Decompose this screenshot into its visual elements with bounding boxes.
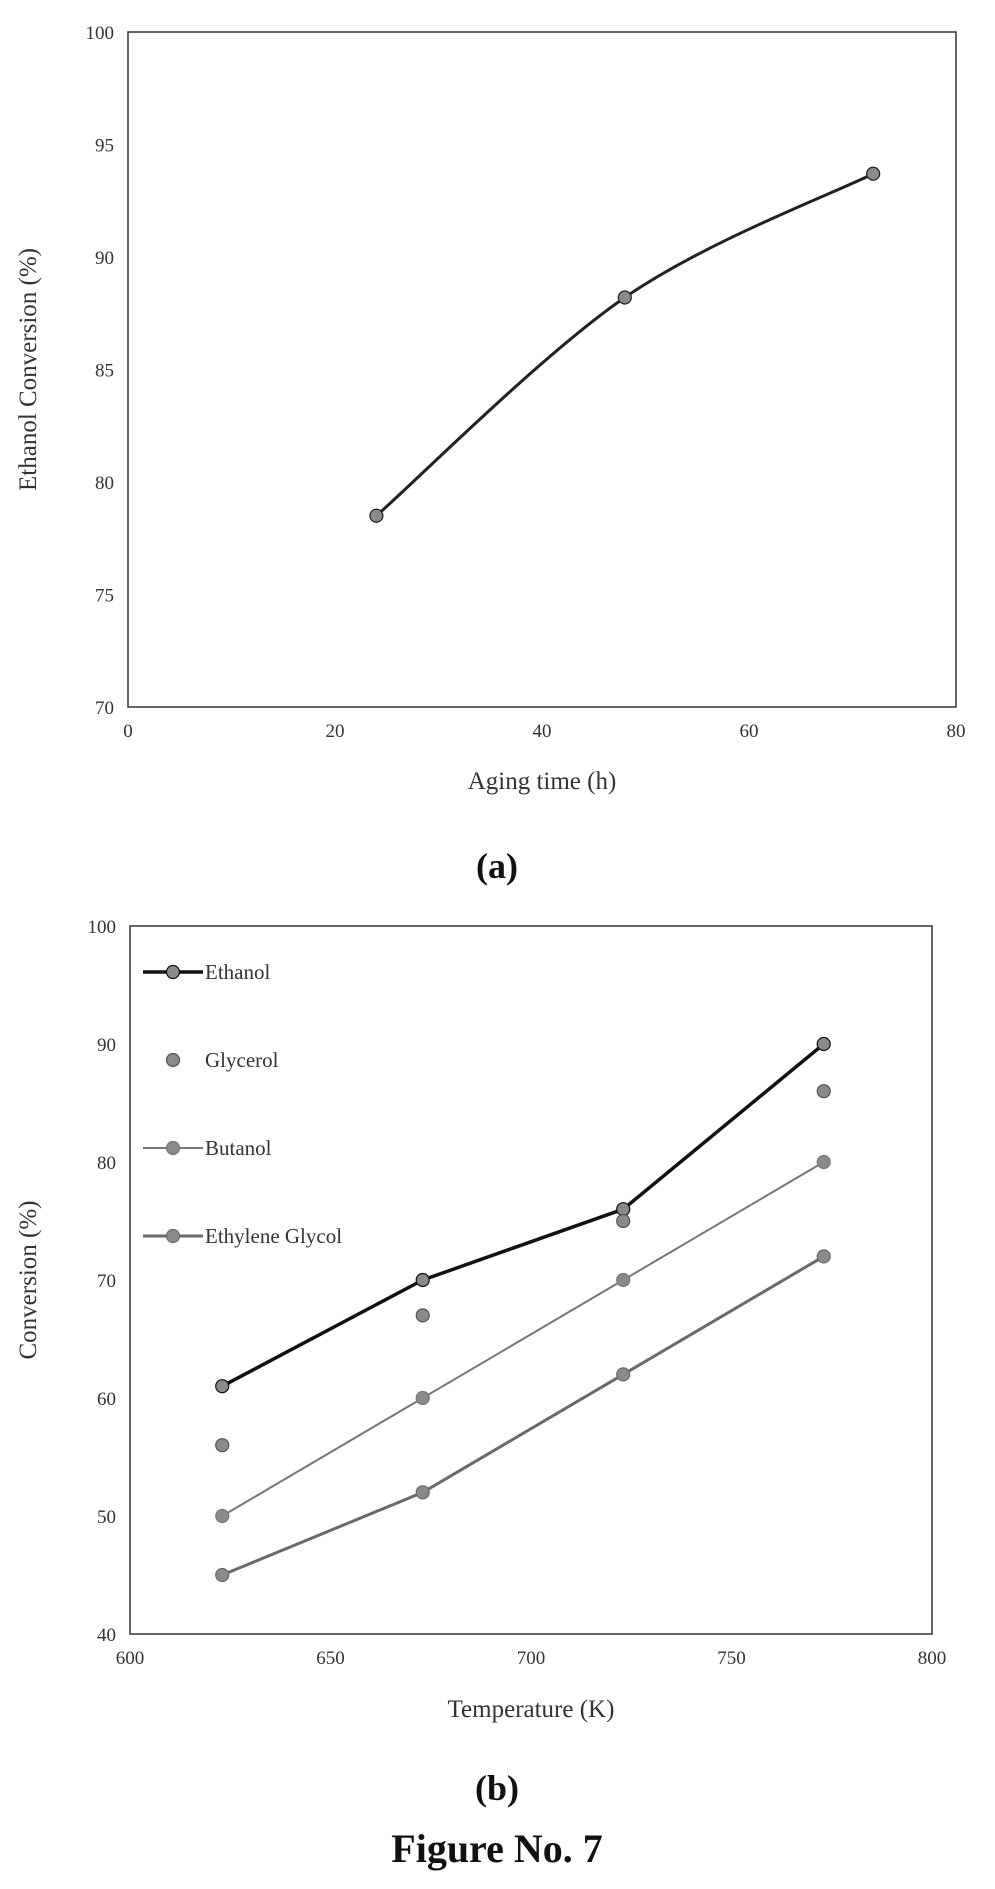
series-line xyxy=(220,1042,826,1388)
y-tick-label: 85 xyxy=(95,361,114,382)
data-point xyxy=(369,508,384,523)
series-ethanol xyxy=(215,1036,831,1394)
y-tick-label: 60 xyxy=(97,1389,116,1410)
series-ethylene-glycol xyxy=(215,1249,831,1583)
data-point xyxy=(866,166,881,181)
y-tick-label: 90 xyxy=(97,1035,116,1056)
plot-frame xyxy=(129,925,933,1635)
legend-marker xyxy=(165,1140,181,1156)
x-tick-label: 700 xyxy=(517,1648,546,1669)
legend-marker xyxy=(165,1052,181,1068)
y-tick-label: 50 xyxy=(97,1507,116,1528)
data-point xyxy=(816,1249,831,1264)
data-point xyxy=(215,1438,230,1453)
y-tick-label: 80 xyxy=(97,1153,116,1174)
legend-entry: Ethylene Glycol xyxy=(143,1224,342,1248)
x-tick-label: 750 xyxy=(717,1648,746,1669)
data-point xyxy=(617,290,632,305)
y-tick-label: 80 xyxy=(95,473,114,494)
legend-label: Ethanol xyxy=(205,960,270,984)
x-tick-label: 650 xyxy=(316,1648,345,1669)
chart-a-caption: (a) xyxy=(476,846,518,886)
series-line xyxy=(220,1254,826,1577)
y-tick-label: 100 xyxy=(88,917,117,938)
legend-marker xyxy=(165,1228,181,1244)
figure-title: Figure No. 7 xyxy=(391,1826,602,1871)
y-tick-label: 95 xyxy=(95,136,114,157)
series-butanol xyxy=(215,1154,831,1524)
data-point xyxy=(215,1567,230,1583)
legend-label: Butanol xyxy=(205,1136,272,1160)
chart-b-temperature: 40 50 60 70 80 90 100 600 650 700 750 800 Temperatur… xyxy=(15,917,946,1723)
data-point xyxy=(816,1084,831,1099)
legend-marker xyxy=(165,964,181,980)
chart-a-aging-time: 70 75 80 85 90 95 100 0 20 40 60 80 Aging time (h) Et… xyxy=(15,23,966,795)
data-point xyxy=(816,1036,831,1052)
x-axis-label: Aging time (h) xyxy=(468,768,617,795)
x-tick-label: 60 xyxy=(740,721,759,742)
series-main xyxy=(369,166,881,523)
x-axis-label: Temperature (K) xyxy=(448,1696,615,1723)
data-point xyxy=(816,1154,831,1170)
chart-b-caption: (b) xyxy=(475,1768,519,1808)
series-line xyxy=(374,172,875,518)
y-tick-label: 40 xyxy=(97,1625,116,1646)
legend-entry: Butanol xyxy=(143,1136,272,1160)
legend-label: Glycerol xyxy=(205,1048,279,1072)
y-tick-label: 70 xyxy=(95,698,114,719)
y-tick-label: 100 xyxy=(86,23,115,44)
x-tick-label: 800 xyxy=(918,1648,947,1669)
plot-frame xyxy=(127,31,957,708)
y-axis-label: Ethanol Conversion (%) xyxy=(15,248,42,491)
data-point xyxy=(215,1379,230,1394)
x-tick-label: 80 xyxy=(947,721,966,742)
legend-label: Ethylene Glycol xyxy=(205,1224,342,1248)
legend-entry: Ethanol xyxy=(143,960,270,984)
data-point xyxy=(616,1213,631,1229)
legend-entry: Glycerol xyxy=(165,1048,279,1072)
y-tick-label: 75 xyxy=(95,586,114,607)
data-point xyxy=(415,1272,430,1288)
x-tick-label: 20 xyxy=(326,721,345,742)
data-point xyxy=(616,1272,631,1288)
data-point xyxy=(415,1308,430,1323)
series-line xyxy=(221,1161,825,1517)
y-tick-label: 70 xyxy=(97,1271,116,1292)
data-point xyxy=(415,1485,430,1500)
data-point xyxy=(215,1508,230,1524)
y-tick-label: 90 xyxy=(95,248,114,269)
data-point xyxy=(616,1202,631,1217)
x-tick-label: 600 xyxy=(116,1648,145,1669)
data-point xyxy=(616,1367,631,1382)
x-tick-label: 40 xyxy=(533,721,552,742)
series-glycerol xyxy=(215,1084,831,1453)
x-tick-label: 0 xyxy=(123,721,133,742)
data-point xyxy=(415,1390,430,1406)
y-axis-label: Conversion (%) xyxy=(15,1201,42,1360)
